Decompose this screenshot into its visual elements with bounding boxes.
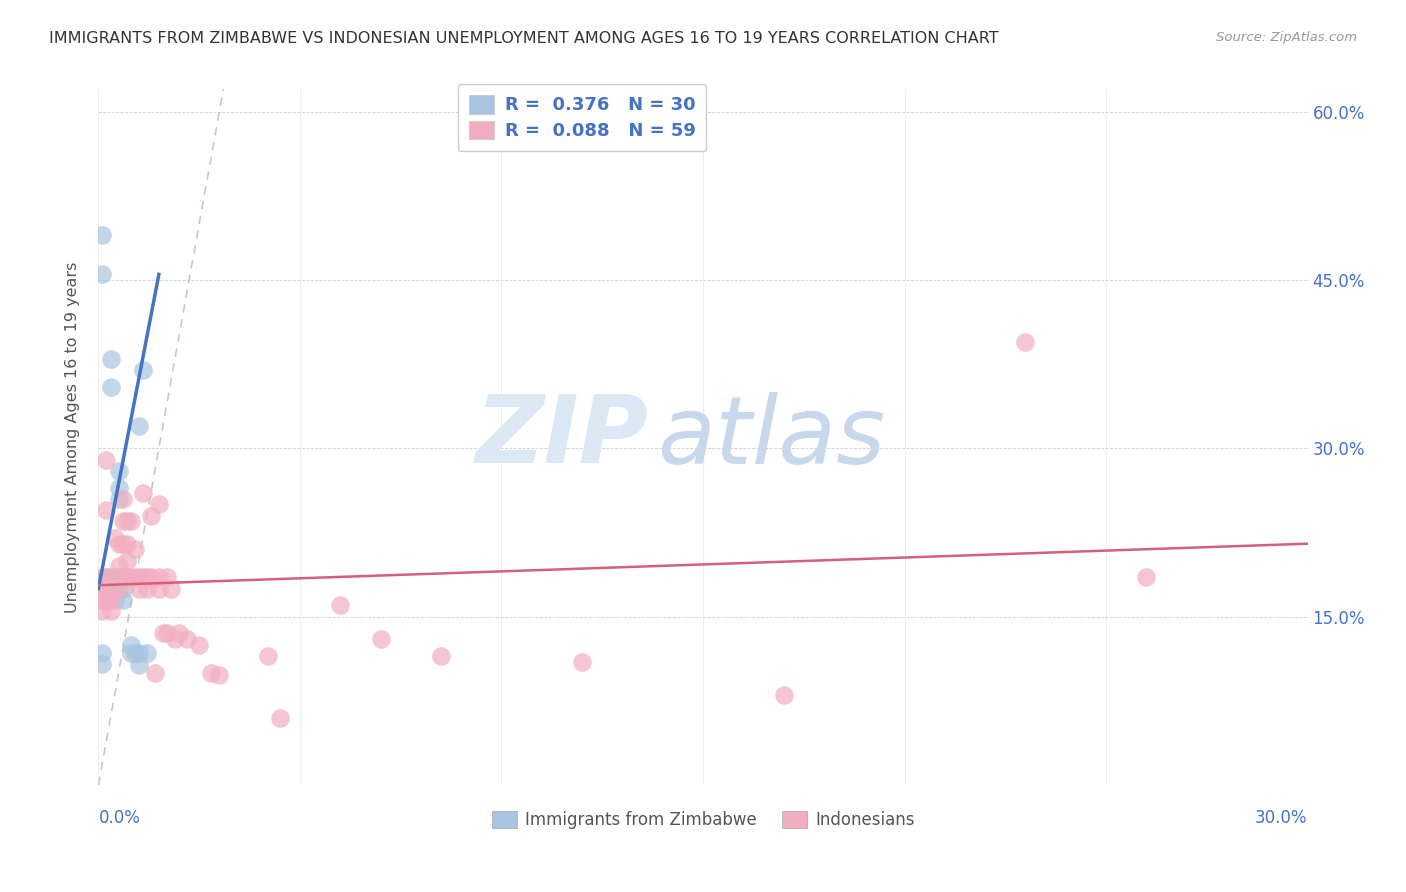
Point [124, 646, 146, 660]
Point [111, 592, 134, 607]
Point [111, 491, 134, 506]
Point [132, 570, 155, 584]
Point [107, 491, 129, 506]
Point [111, 537, 134, 551]
Point [103, 592, 125, 607]
Point [100, 570, 122, 584]
Text: Source: ZipAtlas.com: Source: ZipAtlas.com [1216, 31, 1357, 45]
Y-axis label: Unemployment Among Ages 16 to 19 years: Unemployment Among Ages 16 to 19 years [65, 261, 80, 613]
Point [143, 665, 166, 680]
Point [156, 626, 179, 640]
Point [96, 452, 118, 467]
Point [96, 570, 118, 584]
Point [111, 570, 134, 584]
Point [139, 570, 162, 584]
Point [100, 351, 122, 366]
Point [148, 582, 170, 596]
Text: ZIP: ZIP [475, 391, 648, 483]
Point [269, 711, 291, 725]
Point [148, 570, 170, 584]
Point [1135, 570, 1157, 584]
Point [100, 379, 122, 393]
Point [120, 646, 142, 660]
Point [107, 559, 129, 574]
Point [103, 570, 125, 584]
Point [163, 632, 186, 646]
Point [100, 582, 122, 596]
Point [107, 582, 129, 596]
Point [128, 582, 150, 596]
Point [124, 570, 146, 584]
Point [107, 537, 129, 551]
Point [120, 638, 142, 652]
Point [91, 604, 114, 618]
Point [370, 632, 392, 646]
Point [152, 626, 174, 640]
Point [120, 570, 142, 584]
Text: IMMIGRANTS FROM ZIMBABWE VS INDONESIAN UNEMPLOYMENT AMONG AGES 16 TO 19 YEARS CO: IMMIGRANTS FROM ZIMBABWE VS INDONESIAN U… [49, 31, 998, 46]
Point [571, 655, 593, 669]
Point [128, 570, 150, 584]
Text: 30.0%: 30.0% [1256, 809, 1308, 827]
Point [128, 657, 150, 672]
Point [135, 646, 157, 660]
Point [111, 514, 134, 528]
Point [256, 648, 278, 663]
Point [107, 464, 129, 478]
Point [1014, 334, 1036, 349]
Point [111, 570, 134, 584]
Point [111, 582, 134, 596]
Point [96, 592, 118, 607]
Point [115, 514, 138, 528]
Point [103, 531, 125, 545]
Point [176, 632, 198, 646]
Point [128, 418, 150, 433]
Point [139, 508, 162, 523]
Point [103, 582, 125, 596]
Point [91, 657, 114, 671]
Point [107, 582, 129, 596]
Text: atlas: atlas [657, 392, 886, 483]
Point [107, 570, 129, 584]
Point [160, 582, 183, 596]
Legend: Immigrants from Zimbabwe, Indonesians: Immigrants from Zimbabwe, Indonesians [485, 805, 921, 836]
Point [91, 228, 114, 243]
Point [107, 481, 129, 495]
Point [188, 638, 211, 652]
Point [115, 553, 138, 567]
Point [135, 570, 157, 584]
Point [148, 497, 170, 511]
Point [124, 542, 146, 557]
Point [91, 592, 114, 607]
Point [96, 503, 118, 517]
Text: 0.0%: 0.0% [98, 809, 141, 827]
Point [329, 599, 352, 613]
Point [430, 648, 453, 663]
Point [115, 570, 138, 584]
Point [132, 363, 155, 377]
Point [135, 582, 157, 596]
Point [91, 268, 114, 282]
Point [100, 592, 122, 607]
Point [91, 570, 114, 584]
Point [96, 570, 118, 584]
Point [128, 646, 150, 660]
Point [115, 570, 138, 584]
Point [96, 592, 118, 607]
Point [120, 514, 142, 528]
Point [208, 668, 231, 682]
Point [91, 582, 114, 596]
Point [167, 626, 190, 640]
Point [156, 570, 179, 584]
Point [103, 570, 125, 584]
Point [115, 537, 138, 551]
Point [100, 604, 122, 618]
Point [132, 486, 155, 500]
Point [96, 582, 118, 596]
Point [91, 646, 114, 660]
Point [200, 665, 222, 680]
Point [772, 688, 794, 702]
